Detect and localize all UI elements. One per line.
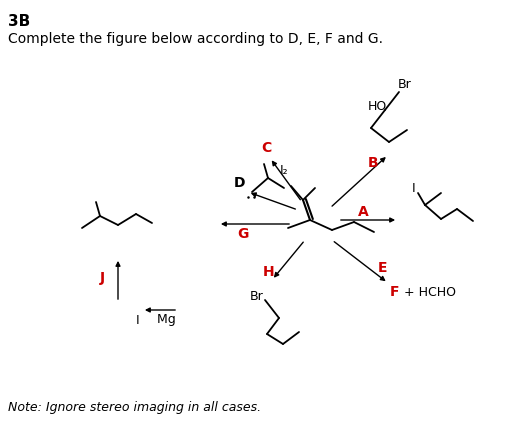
Text: D: D	[234, 176, 246, 190]
Text: Br: Br	[398, 78, 412, 92]
Text: F: F	[390, 285, 400, 299]
Text: Mg: Mg	[145, 313, 176, 326]
Text: Br: Br	[250, 290, 264, 302]
Text: Note: Ignore stereo imaging in all cases.: Note: Ignore stereo imaging in all cases…	[8, 401, 261, 414]
Text: HO: HO	[368, 100, 387, 114]
Text: G: G	[237, 227, 248, 241]
Text: A: A	[358, 205, 369, 219]
Text: + HCHO: + HCHO	[400, 285, 456, 298]
Text: I₂: I₂	[280, 164, 289, 176]
Text: C: C	[261, 141, 271, 155]
Text: Complete the figure below according to D, E, F and G.: Complete the figure below according to D…	[8, 32, 383, 46]
Text: I: I	[136, 313, 140, 326]
Text: B: B	[368, 156, 379, 170]
Text: 3B: 3B	[8, 14, 30, 29]
Text: E: E	[378, 261, 387, 275]
Text: I: I	[412, 181, 416, 195]
Text: H: H	[263, 265, 274, 279]
Text: J: J	[100, 271, 105, 285]
